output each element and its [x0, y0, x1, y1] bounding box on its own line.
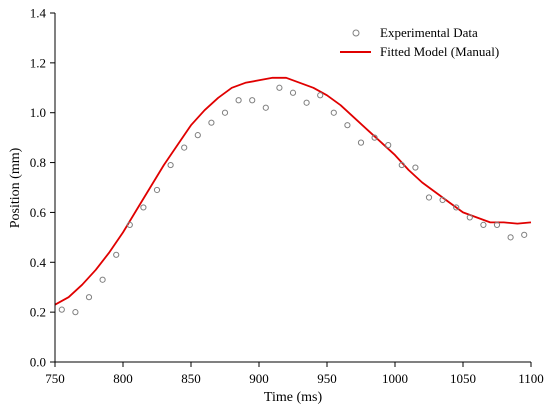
fitted-model-line [54, 76, 532, 306]
legend-label-fitted: Fitted Model (Manual) [380, 44, 499, 59]
data-point [153, 186, 161, 194]
data-point [140, 204, 147, 211]
data-point [181, 144, 188, 151]
y-tick-label: 0.6 [30, 205, 47, 220]
ticks: 750 800 850 900 950 1000 1050 1100 0.0 0.2 0.4 0.6 0… [30, 6, 544, 387]
data-point [58, 306, 65, 313]
data-point [99, 276, 106, 283]
x-tick-label: 750 [45, 371, 65, 386]
y-tick-label: 0.8 [30, 155, 46, 170]
y-tick-label: 1.4 [30, 6, 47, 21]
legend-label-experimental: Experimental Data [380, 25, 478, 40]
x-tick-label: 1050 [450, 371, 476, 386]
data-point [262, 104, 269, 111]
data-point [480, 221, 487, 228]
data-point [235, 97, 242, 104]
x-tick-label: 850 [181, 371, 201, 386]
axes [54, 13, 531, 363]
data-point [85, 294, 93, 301]
data-point [113, 251, 120, 258]
data-point [371, 134, 378, 141]
y-tick-label: 1.2 [30, 55, 46, 70]
y-tick-label: 1.0 [30, 105, 46, 120]
data-point [357, 139, 365, 146]
data-point [221, 109, 229, 116]
x-tick-label: 900 [249, 371, 269, 386]
x-tick-label: 1100 [518, 371, 544, 386]
data-point [208, 119, 215, 126]
data-point [412, 164, 419, 171]
data-point [317, 92, 324, 99]
y-tick-label: 0.0 [30, 355, 46, 370]
data-point [330, 109, 337, 116]
data-point [439, 196, 446, 204]
data-point [344, 122, 351, 129]
y-tick-label: 0.2 [30, 305, 46, 320]
data-point [126, 221, 133, 228]
legend: Experimental Data Fitted Model (Manual) [340, 25, 499, 59]
y-axis-title: Position (mm) [8, 147, 23, 228]
data-point [385, 142, 392, 149]
data-point [466, 214, 473, 221]
plot-area [54, 76, 532, 316]
y-tick-label: 0.4 [30, 255, 47, 270]
data-point [249, 97, 256, 104]
data-point [289, 89, 297, 96]
data-point [521, 231, 528, 238]
data-point [303, 99, 310, 106]
x-axis-title: Time (ms) [264, 390, 323, 405]
x-tick-label: 800 [113, 371, 133, 386]
data-point [507, 234, 514, 241]
data-point [276, 84, 283, 91]
data-point [453, 204, 460, 211]
data-point [398, 161, 405, 169]
data-point [425, 194, 433, 201]
x-tick-label: 950 [317, 371, 337, 386]
data-point [167, 161, 174, 169]
data-point [493, 221, 501, 228]
data-point [194, 132, 201, 139]
data-point [72, 309, 79, 316]
legend-marker-experimental [352, 29, 360, 37]
x-tick-label: 1000 [382, 371, 408, 386]
